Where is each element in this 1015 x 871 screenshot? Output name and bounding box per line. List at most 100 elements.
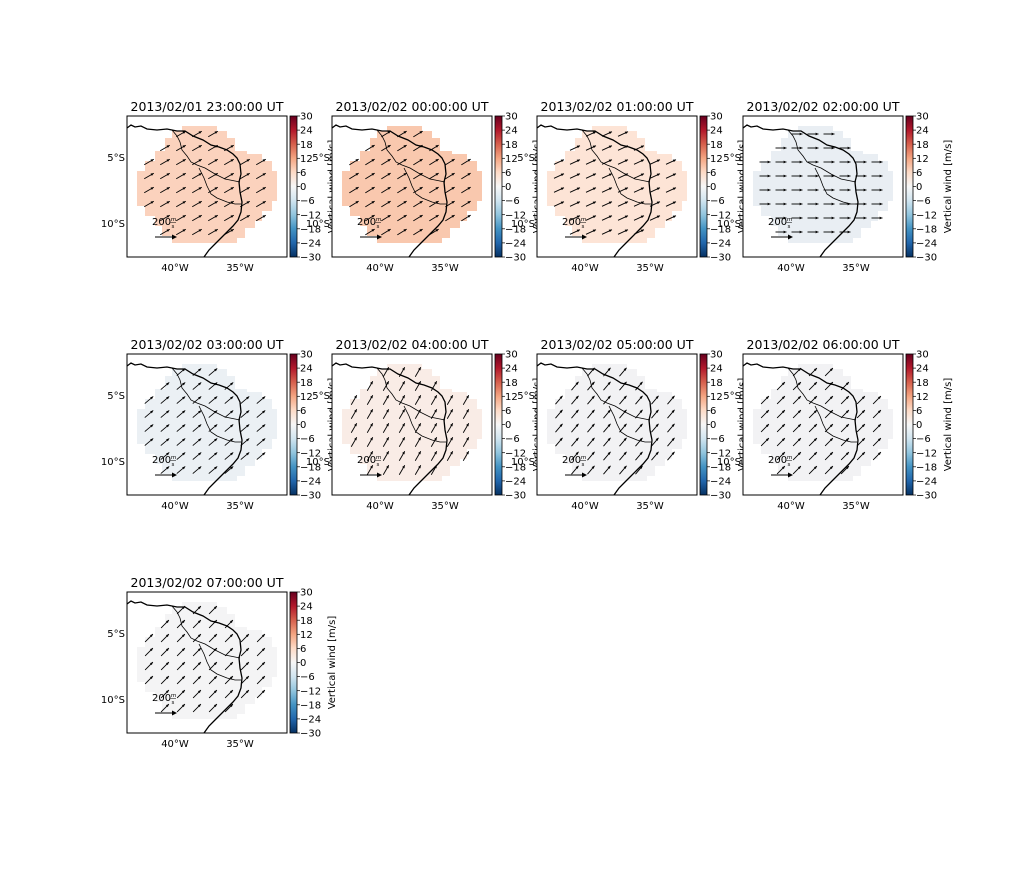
wind-arrow (160, 214, 170, 222)
wind-arrow (792, 437, 802, 447)
x-tick-label: 40°W (571, 263, 599, 274)
wind-arrow (256, 158, 266, 166)
wind-arrow (397, 130, 407, 138)
quiver-key: 200 ms (357, 217, 382, 240)
wind-arrow (872, 451, 882, 461)
colorbar-tick-label: 0 (300, 182, 306, 193)
wind-arrow (224, 438, 234, 446)
wind-arrow (240, 214, 250, 222)
wind-arrow (398, 465, 406, 475)
colorbar-tick-label: −6 (505, 196, 520, 207)
wind-arrow (462, 437, 470, 447)
wind-arrow (760, 409, 770, 419)
state-border (787, 129, 857, 183)
wind-arrow (176, 214, 186, 222)
wind-arrow (635, 381, 643, 391)
wind-arrow (224, 661, 234, 671)
wind-arrow (398, 381, 406, 391)
wind-arrow (430, 465, 438, 475)
wind-arrow (397, 172, 407, 180)
colorbar-tick-label: −24 (916, 477, 937, 488)
y-tick-label: 10°S (511, 457, 535, 468)
panel-title: 2013/02/02 06:00:00 UT (747, 337, 900, 352)
wind-arrow (192, 647, 202, 657)
y-tick-label: 10°S (717, 457, 741, 468)
wind-arrow (569, 201, 581, 207)
wind-arrow (429, 186, 439, 194)
colorbar-tick-label: −18 (710, 224, 731, 235)
wind-arrow (224, 382, 234, 390)
wind-arrow (160, 144, 170, 152)
svg-text:s: s (172, 462, 175, 468)
colorbar-tick-label: 0 (916, 420, 922, 431)
colorbar-tick-label: −12 (300, 448, 321, 459)
y-tick-label: 10°S (101, 219, 125, 230)
coastline (536, 362, 653, 496)
colorbar-tick-label: 12 (300, 392, 313, 403)
wind-arrow (445, 186, 455, 194)
coastline (126, 600, 243, 734)
colorbar-tick-label: 24 (916, 126, 929, 137)
vertical-wind-field (342, 126, 482, 243)
wind-arrow (160, 675, 170, 685)
coastline (331, 124, 448, 258)
wind-arrow (160, 396, 170, 404)
wind-arrow (224, 703, 234, 713)
wind-arrow (808, 465, 818, 475)
wind-arrow (553, 201, 565, 207)
wind-arrow (429, 144, 439, 152)
wind-arrow (256, 396, 266, 404)
y-tick-label: 5°S (107, 391, 125, 402)
wind-arrow (667, 451, 675, 461)
colorbar-tick-label: −24 (505, 239, 526, 250)
colorbar-tick-label: −6 (916, 434, 931, 445)
wind-arrow (160, 172, 170, 180)
wind-arrow (633, 145, 645, 151)
wind-arrow (192, 410, 202, 418)
wind-arrow (382, 451, 390, 461)
colorbar-tick-label: 30 (505, 350, 518, 361)
colorbar-tick-label: 0 (505, 182, 511, 193)
map-panel: 2013/02/02 04:00:00 UT 200 ms 5°S 10°S 40°W 35… (306, 337, 543, 512)
wind-arrow (791, 174, 803, 178)
wind-arrow (571, 409, 579, 419)
y-tick-label: 5°S (312, 391, 330, 402)
colorbar-tick-label: −30 (300, 491, 321, 502)
svg-text:s: s (582, 462, 585, 468)
y-tick-label: 5°S (312, 153, 330, 164)
wind-arrow (414, 367, 422, 377)
wind-arrow (430, 395, 438, 405)
x-tick-label: 35°W (842, 263, 870, 274)
wind-arrow (413, 200, 423, 208)
wind-arrow (176, 396, 186, 404)
colorbar-tick-label: −12 (505, 448, 526, 459)
wind-arrow (824, 465, 834, 475)
wind-arrow (601, 201, 613, 207)
wind-arrow (807, 216, 819, 220)
wind-arrow (571, 465, 579, 475)
wind-arrow (176, 410, 186, 418)
wind-arrow (635, 451, 643, 461)
wind-arrow (398, 437, 406, 447)
wind-arrow (855, 174, 867, 178)
wind-arrow (872, 395, 882, 405)
wind-arrow (144, 172, 154, 180)
wind-arrow (192, 186, 202, 194)
wind-arrow (349, 200, 359, 208)
wind-arrow (208, 689, 218, 699)
wind-arrow (759, 188, 771, 192)
wind-arrow (381, 228, 391, 236)
state-border (171, 367, 241, 421)
wind-arrow (365, 158, 375, 166)
map-frame (331, 353, 493, 496)
wind-arrow (649, 187, 661, 193)
wind-arrow (585, 201, 597, 207)
x-tick-label: 40°W (161, 501, 189, 512)
wind-arrow (461, 158, 471, 166)
wind-arrow (824, 451, 834, 461)
wind-arrow (413, 158, 423, 166)
colorbar-tick-label: 18 (300, 140, 313, 151)
